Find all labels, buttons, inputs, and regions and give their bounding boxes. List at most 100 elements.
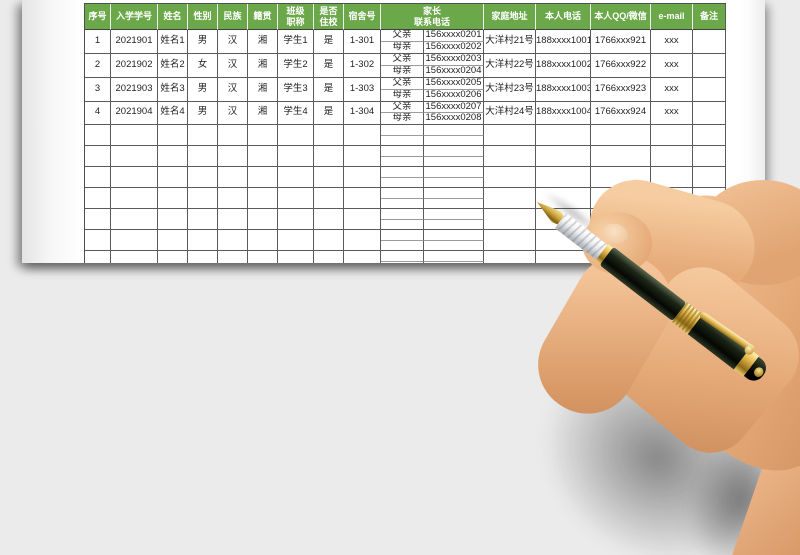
cell-student_id [111, 209, 158, 231]
column-header-8: 宿舍号 [344, 4, 381, 30]
cell-name [158, 146, 188, 168]
cell-student_id: 2021903 [111, 77, 158, 102]
cell-name [158, 188, 188, 210]
cell-note [693, 30, 727, 54]
cell-class_title: 学生3 [278, 77, 314, 102]
cell-email: xxx [651, 53, 694, 78]
cell-no [85, 251, 111, 263]
cell-student_id [111, 167, 158, 189]
cell-boarding [314, 209, 344, 231]
cell-parent-phone [424, 240, 485, 252]
cell-parent-relation [381, 125, 424, 136]
cell-address [484, 125, 537, 147]
cell-no [85, 188, 111, 210]
cell-student_id [111, 125, 158, 147]
cell-dorm [344, 125, 381, 147]
cell-dorm: 1-303 [344, 77, 381, 102]
cell-dorm [344, 251, 381, 263]
cell-qq_wechat: 1766xxx924 [591, 101, 652, 126]
cell-no: 4 [85, 101, 111, 126]
cell-email: xxx [651, 77, 694, 102]
cell-note [693, 125, 727, 147]
cell-class_title [278, 146, 314, 168]
cell-note [693, 146, 727, 168]
column-header-9: 家长 联系电话 [381, 4, 485, 30]
cell-no: 1 [85, 30, 111, 54]
cell-ethnicity: 汉 [218, 101, 248, 126]
cell-class_title: 学生2 [278, 53, 314, 78]
cell-native_place [248, 209, 278, 231]
cell-gender: 男 [188, 77, 218, 102]
cell-parent-phone [424, 156, 485, 168]
cell-qq_wechat: 1766xxx923 [591, 77, 652, 102]
cell-parent-relation [381, 209, 424, 220]
cell-native_place [248, 146, 278, 168]
cell-parent-relation: 父亲 [381, 77, 424, 90]
cell-parent-relation [381, 230, 424, 241]
paper-right-curl [739, 0, 765, 263]
cell-dorm [344, 188, 381, 210]
cell-name [158, 125, 188, 147]
cell-native_place: 湘 [248, 77, 278, 102]
column-header-4: 民族 [218, 4, 248, 30]
cell-parent-relation [381, 219, 424, 231]
cell-gender [188, 188, 218, 210]
cell-dorm [344, 146, 381, 168]
cell-parent-phone [424, 146, 485, 157]
column-header-10: 家庭地址 [484, 4, 537, 30]
cell-phone: 188xxxx1004 [536, 101, 592, 126]
cell-phone [536, 167, 592, 189]
cell-parent-phone: 156xxxx0205 [424, 77, 485, 90]
cell-class_title [278, 167, 314, 189]
cell-phone [536, 146, 592, 168]
cell-address [484, 251, 537, 263]
cell-name: 姓名2 [158, 53, 188, 78]
cell-class_title [278, 125, 314, 147]
cell-parent-phone [424, 230, 485, 241]
cell-name [158, 167, 188, 189]
cell-note [693, 209, 727, 231]
cell-dorm: 1-304 [344, 101, 381, 126]
cell-qq_wechat [591, 167, 652, 189]
column-header-12: 本人QQ/微信 [591, 4, 652, 30]
cell-parent-phone [424, 135, 485, 147]
cell-gender [188, 230, 218, 252]
cell-address [484, 209, 537, 231]
cell-dorm [344, 230, 381, 252]
cell-boarding [314, 230, 344, 252]
cell-gender: 男 [188, 101, 218, 126]
column-header-5: 籍贯 [248, 4, 278, 30]
cell-email [651, 251, 694, 263]
column-header-1: 入学学号 [111, 4, 158, 30]
cell-parent-phone: 156xxxx0208 [424, 113, 485, 126]
cell-name: 姓名1 [158, 30, 188, 54]
cell-parent-phone: 156xxxx0206 [424, 89, 485, 102]
cell-parent-phone [424, 251, 485, 262]
cell-address: 大洋村24号 [484, 101, 537, 126]
cell-qq_wechat [591, 146, 652, 168]
cell-qq_wechat [591, 125, 652, 147]
cell-boarding [314, 188, 344, 210]
cell-parent-relation: 父亲 [381, 101, 424, 114]
cell-name: 姓名4 [158, 101, 188, 126]
cell-gender [188, 209, 218, 231]
cell-ethnicity [218, 251, 248, 263]
cell-native_place [248, 125, 278, 147]
student-roster-table: 序号 入学学号 姓名 性别 民族 籍贯 班级 职称 是否 住校 宿舍号 家长 联系电话 家庭地址 本人… [84, 3, 727, 263]
cell-phone: 188xxxx1002 [536, 53, 592, 78]
cell-class_title [278, 251, 314, 263]
pen-cap [688, 310, 756, 369]
cell-qq_wechat: 1766xxx921 [591, 30, 652, 54]
cell-parent-phone [424, 198, 485, 210]
cell-no: 3 [85, 77, 111, 102]
cell-boarding: 是 [314, 77, 344, 102]
cell-name: 姓名3 [158, 77, 188, 102]
cell-boarding: 是 [314, 30, 344, 54]
cell-name [158, 209, 188, 231]
paper-left-curl [22, 0, 84, 263]
cell-parent-phone [424, 177, 485, 189]
cell-parent-relation [381, 261, 424, 263]
cell-class_title [278, 209, 314, 231]
cell-native_place [248, 188, 278, 210]
